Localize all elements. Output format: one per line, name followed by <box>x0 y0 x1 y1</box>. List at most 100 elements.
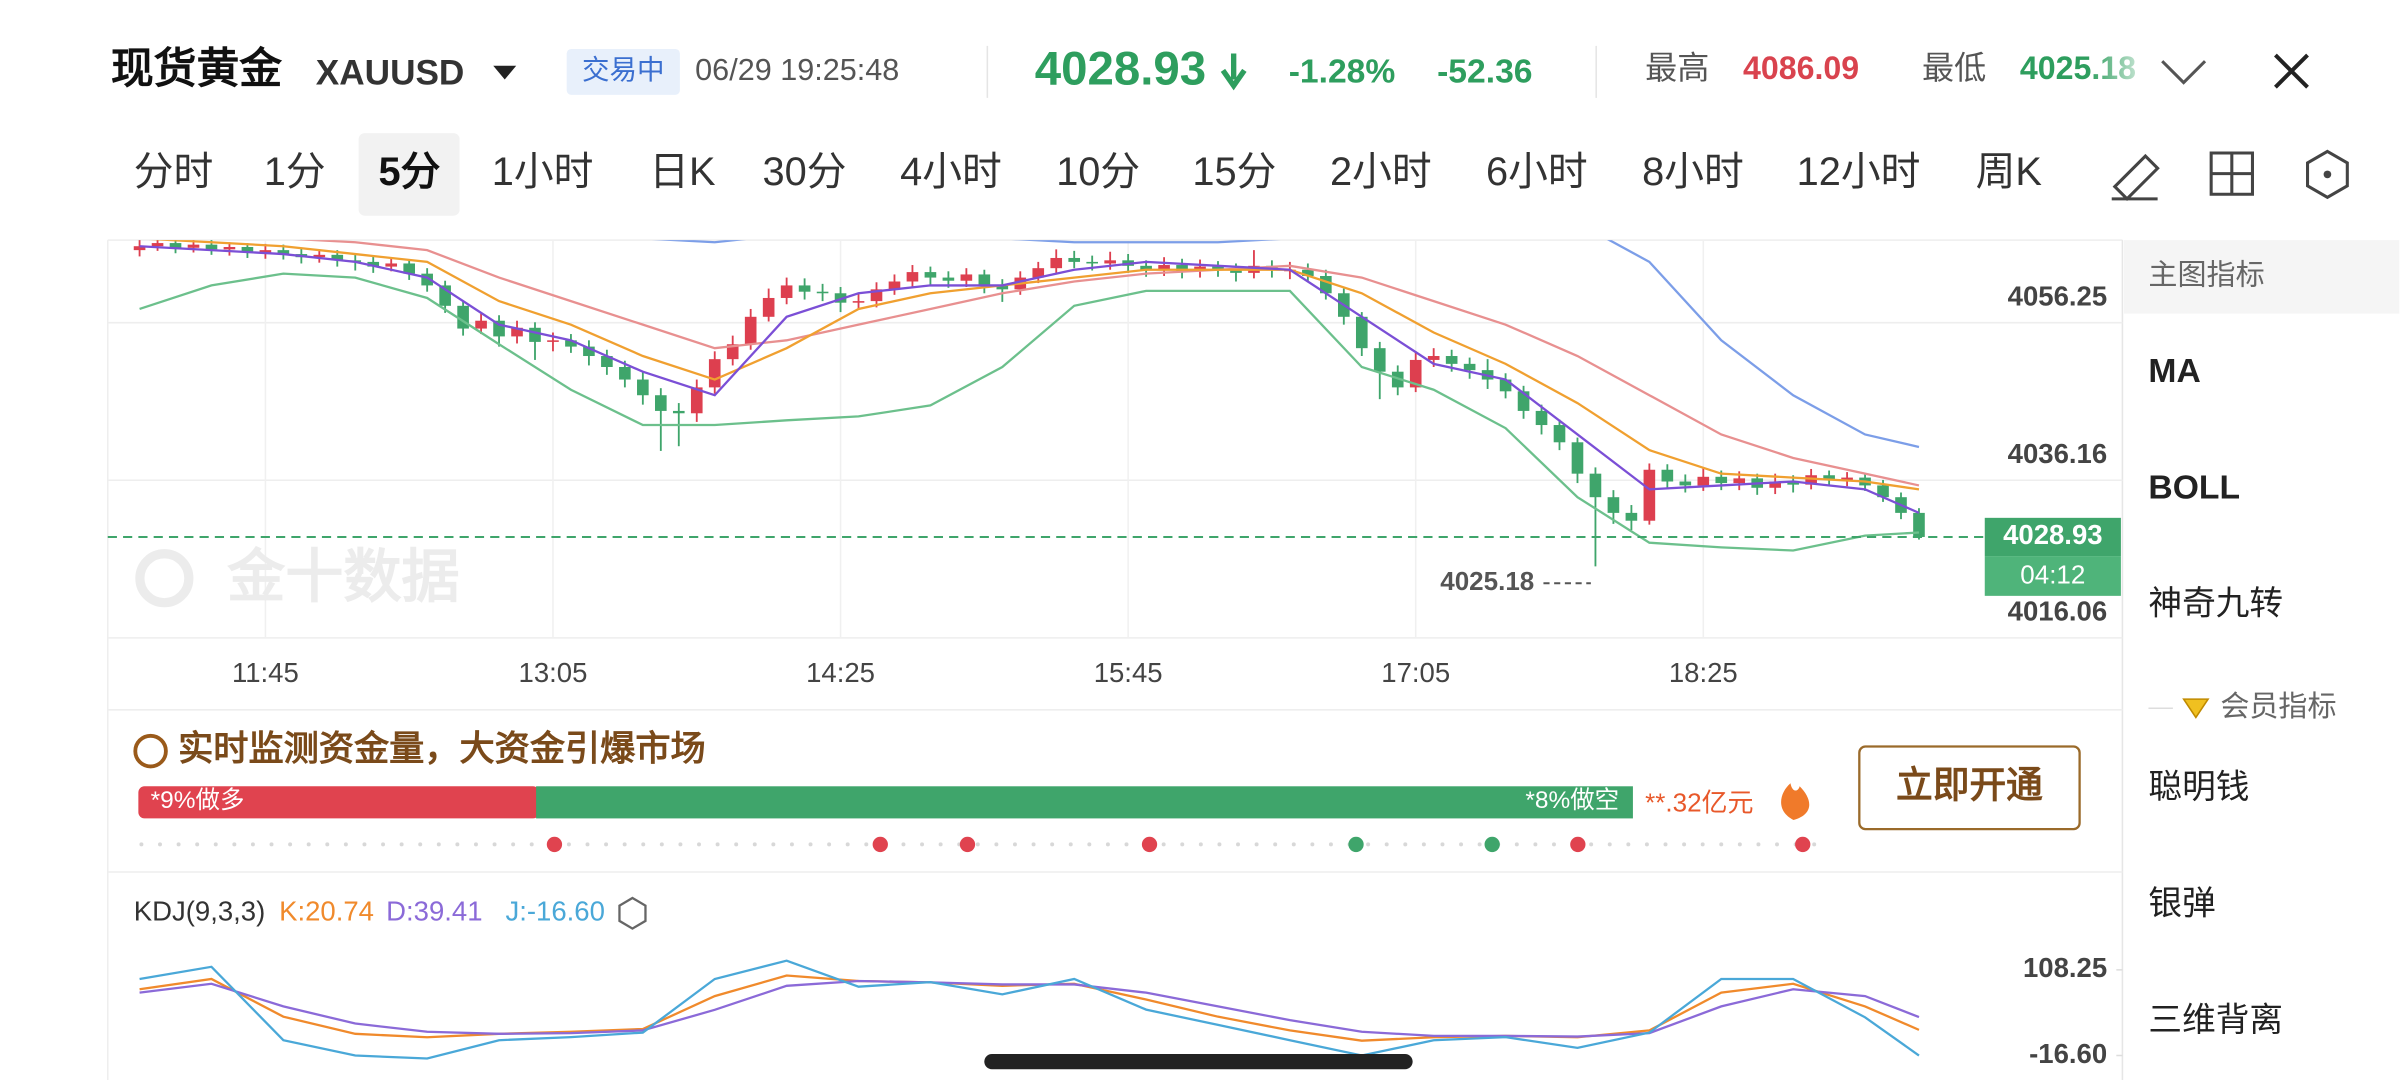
candle-body <box>619 366 631 380</box>
tab[interactable]: 8小时 <box>1642 150 1744 194</box>
candle-body <box>1176 265 1188 272</box>
tab[interactable]: 12小时 <box>1797 150 1921 194</box>
x-tick-label: 11:45 <box>232 657 299 688</box>
signal-marker <box>1141 836 1158 853</box>
dot <box>1328 842 1333 847</box>
last-price: 4028.93 <box>1035 42 1206 95</box>
candle-body <box>1661 469 1674 482</box>
subscribe-button[interactable] <box>1858 745 2081 831</box>
member-indicator-option[interactable]: 银弹 <box>2148 884 2215 922</box>
dot <box>752 842 757 847</box>
tab[interactable]: 1小时 <box>492 150 594 194</box>
candle-body <box>475 320 487 329</box>
dot <box>1589 842 1594 847</box>
dot <box>938 842 943 847</box>
candle-body <box>780 285 793 298</box>
dot <box>511 842 516 847</box>
status-text: 交易中 <box>582 54 665 85</box>
dot <box>325 842 330 847</box>
tab[interactable]: 4小时 <box>900 150 1002 194</box>
vip-icon <box>2182 698 2210 719</box>
symbol[interactable]: XAUUSD <box>316 53 465 92</box>
candle-body <box>1302 269 1314 277</box>
candle-body <box>331 254 344 261</box>
kdj-settings[interactable] <box>618 896 647 930</box>
candle-body <box>1625 512 1638 521</box>
dot <box>1737 842 1742 847</box>
candle-body <box>1571 442 1584 474</box>
tab[interactable]: 周K <box>1976 150 2043 194</box>
candle-body <box>960 274 973 281</box>
candle-body <box>367 261 380 267</box>
layout-icon[interactable] <box>2209 151 2254 196</box>
candle-body <box>708 359 721 388</box>
signal-marker <box>872 836 888 853</box>
tab[interactable]: 5分 <box>379 150 441 194</box>
candle-body <box>996 285 1009 290</box>
candle-body <box>1913 512 1925 537</box>
dot <box>1217 842 1222 847</box>
candle-body <box>1715 476 1728 484</box>
instrument-title: 现货黄金 <box>111 44 282 93</box>
low-annotation: 4025.18 <box>1440 566 1534 596</box>
draw-tool-icon[interactable] <box>2111 153 2160 202</box>
dot <box>585 842 590 847</box>
candle-body <box>439 285 451 306</box>
dot <box>734 842 739 847</box>
dot <box>1180 842 1185 847</box>
candle-body <box>457 305 469 329</box>
candle-body <box>942 277 955 281</box>
overlay-line <box>151 240 1920 491</box>
tab[interactable]: 分时 <box>134 150 214 194</box>
dot <box>1775 842 1780 847</box>
status-badge <box>566 48 680 95</box>
dot <box>1421 842 1426 847</box>
symbol-dropdown[interactable] <box>493 65 517 80</box>
subscribe-button-text[interactable]: 立即开通 <box>1896 765 2043 806</box>
long-bar <box>138 786 540 819</box>
tab[interactable]: 15分 <box>1192 150 1276 194</box>
dot <box>1626 842 1631 847</box>
candle-body <box>1769 481 1781 488</box>
dot <box>213 842 218 847</box>
dot <box>1459 842 1464 847</box>
member-indicator-option[interactable]: 聪明钱 <box>2148 768 2249 806</box>
countdown: 04:12 <box>2020 560 2085 590</box>
legend-entry: K:20.74 <box>279 896 374 927</box>
dot <box>250 842 255 847</box>
tab[interactable]: 10分 <box>1056 150 1140 194</box>
tab[interactable]: 1分 <box>264 150 326 194</box>
settings-icon[interactable] <box>2306 149 2349 200</box>
dot <box>1812 842 1817 847</box>
tab[interactable]: 2小时 <box>1330 150 1432 194</box>
candle-body <box>187 244 200 248</box>
candle-body <box>1373 348 1386 372</box>
tab[interactable]: 6小时 <box>1486 150 1588 194</box>
plot-area <box>139 959 1920 1060</box>
candle-body <box>816 291 829 294</box>
candle-body <box>565 340 577 347</box>
kdj-chart: 108.25 -16.60 K:20.74 D:39.41 J:-16.60 <box>139 896 2123 1069</box>
candle-body <box>924 272 937 278</box>
candle-body <box>1823 475 1835 480</box>
candle-body <box>726 344 739 360</box>
dot <box>1273 842 1278 847</box>
indicator-option[interactable]: MA <box>2148 353 2200 390</box>
signal-marker <box>959 836 976 853</box>
indicator-option[interactable]: 神奇九转 <box>2148 585 2283 623</box>
tab[interactable]: 日K <box>649 150 716 194</box>
dot <box>864 842 869 847</box>
candle-body <box>1104 260 1116 264</box>
candle-body <box>403 263 415 274</box>
expand-button[interactable] <box>2161 60 2207 85</box>
short-bar <box>536 786 1633 819</box>
member-indicator-option[interactable]: 三维背离 <box>2148 1001 2283 1039</box>
close-button[interactable] <box>2274 53 2309 89</box>
dot <box>158 842 162 847</box>
tab[interactable]: 30分 <box>762 150 846 194</box>
high-label: 最高 <box>1645 50 1709 86</box>
indicator-option[interactable]: BOLL <box>2148 469 2240 506</box>
candle-body <box>1050 257 1063 269</box>
plot-area <box>133 240 1925 567</box>
